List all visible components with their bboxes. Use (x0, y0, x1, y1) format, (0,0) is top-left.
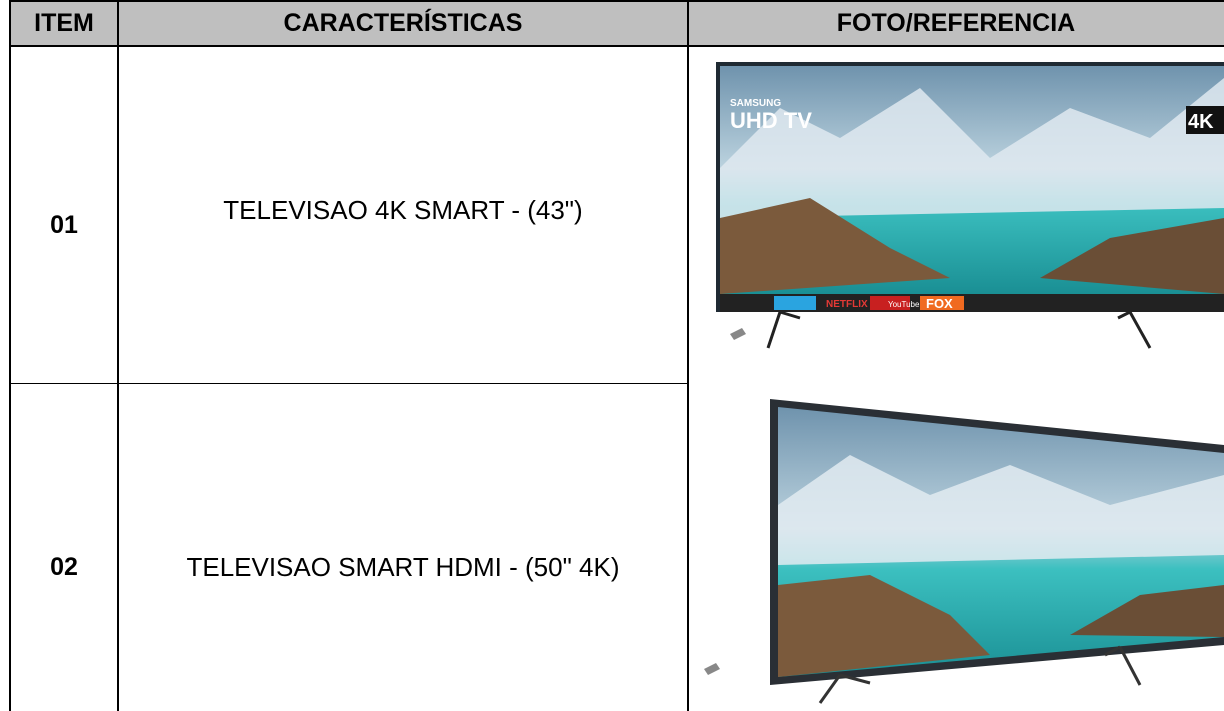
tv-photo (690, 385, 1224, 711)
photo-text: SAMSUNG (730, 98, 781, 109)
header-photo: FOTO/REFERENCIA (836, 9, 1076, 37)
tv-photo: SAMSUNG UHD TV 4K NETFLIX YouTube FOX (690, 48, 1224, 383)
item-description: TELEVISAO SMART HDMI - (50" 4K) (186, 552, 620, 582)
photo-text: FOX (926, 296, 953, 311)
border (687, 0, 689, 711)
header-band (10, 0, 1224, 47)
item-number: 01 (50, 210, 78, 239)
photo-text: YouTube (888, 300, 920, 309)
item-description: TELEVISAO 4K SMART - (43") (223, 194, 583, 225)
photo-text: NETFLIX (826, 299, 868, 310)
header-characteristics: CARACTERÍSTICAS (283, 9, 523, 37)
photo-text: 4K (1188, 111, 1214, 133)
header-item: ITEM (34, 9, 94, 37)
row-divider (10, 383, 689, 384)
photo-text: UHD TV (730, 108, 812, 133)
border (9, 0, 11, 711)
border (117, 0, 119, 711)
item-number: 02 (50, 553, 78, 581)
